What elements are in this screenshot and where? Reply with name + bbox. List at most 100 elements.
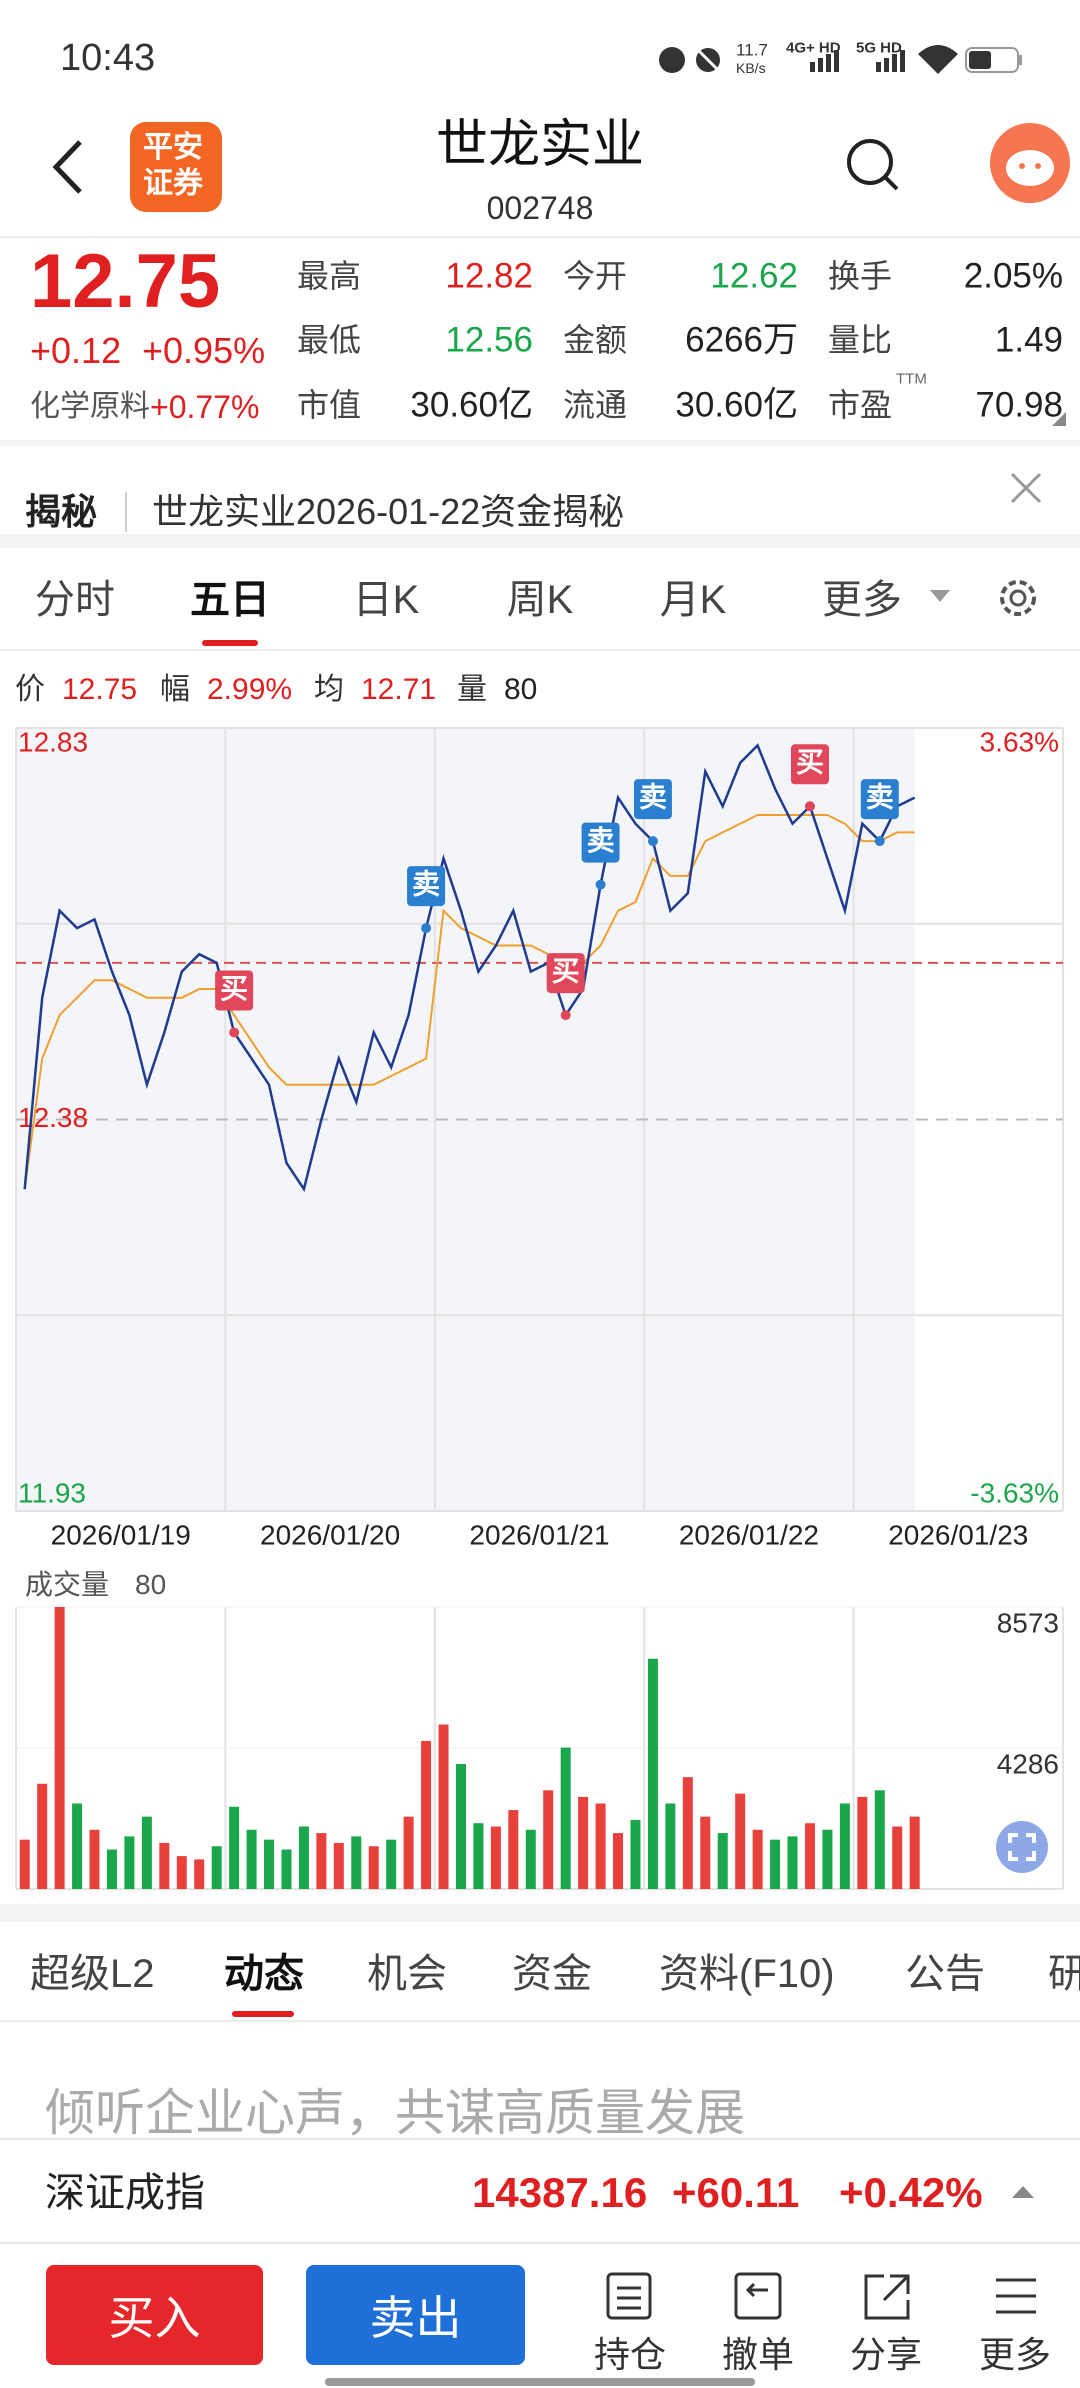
info-value: 12.71 (361, 673, 437, 706)
volume-bar (316, 1833, 327, 1889)
stat-label: 市盈 (828, 387, 893, 423)
corner-mark (1052, 412, 1066, 426)
content-tab[interactable]: 动态 (224, 1952, 304, 1996)
sim1: 4G+ HD (786, 39, 841, 57)
volume-bar (211, 1846, 222, 1889)
volume-bar (892, 1826, 903, 1889)
volume-bar (752, 1829, 763, 1889)
volume-bar (490, 1826, 501, 1889)
signal-dot (229, 1027, 240, 1038)
content-tab[interactable]: 资料(F10) (659, 1952, 835, 1996)
sell-label[interactable]: 卖出 (369, 2292, 462, 2344)
signal-dot (647, 836, 658, 847)
signal-dot (874, 836, 885, 847)
expand-button[interactable] (996, 1821, 1048, 1873)
tool-label[interactable]: 持仓 (593, 2334, 666, 2375)
volume-bar (89, 1829, 100, 1889)
volume-tick-label: 8573 (997, 1607, 1059, 1638)
x-tick-label: 2026/01/20 (260, 1519, 400, 1550)
volume-bar (281, 1849, 292, 1889)
volume-bar (386, 1839, 397, 1889)
volume-bar (525, 1829, 536, 1889)
notice-tag: 揭秘 (25, 491, 98, 532)
volume-bar (682, 1777, 693, 1889)
info-label: 量 (457, 673, 487, 706)
separator (0, 440, 1080, 446)
info-label: 均 (314, 673, 344, 706)
content-tab[interactable]: 机会 (367, 1952, 447, 1996)
volume-bar (822, 1829, 833, 1889)
chart-tab[interactable]: 更多 (822, 578, 902, 622)
content-tab[interactable]: 资金 (512, 1952, 592, 1996)
volume-bar (124, 1836, 135, 1889)
volume-bar (787, 1836, 798, 1889)
tool-label[interactable]: 撤单 (721, 2334, 794, 2375)
content-tab[interactable]: 超级L2 (30, 1952, 155, 1996)
index-value: 14387.16 (472, 2169, 648, 2216)
broker-logo (130, 122, 222, 212)
volume-bar (543, 1790, 554, 1889)
stat-label: 市值 (297, 387, 362, 423)
sector: 化学原料 (30, 390, 150, 423)
signal-badge (407, 866, 446, 907)
volume-bar (298, 1826, 309, 1889)
notice-text[interactable]: 世龙实业2026-01-22资金揭秘 (152, 491, 625, 532)
stat-label: 流通 (563, 387, 628, 423)
x-tick-label: 2026/01/22 (679, 1519, 819, 1550)
content-tab[interactable]: 公告 (905, 1952, 985, 1996)
search-button[interactable] (847, 139, 893, 185)
expand-arrow[interactable] (1012, 2184, 1034, 2200)
chart-tab[interactable]: 日K (352, 578, 420, 622)
volume-bar (560, 1747, 571, 1889)
sector-pct: +0.77% (150, 389, 260, 425)
signal-label: 买 (220, 973, 248, 1004)
volume-bar (141, 1816, 152, 1889)
sim2: 5G HD (856, 39, 902, 57)
info-label: 价 (15, 673, 45, 706)
stat-label: 量比 (828, 322, 893, 358)
volume-bar (804, 1823, 815, 1889)
close-notice[interactable] (1008, 470, 1044, 506)
buy-button[interactable] (46, 2265, 263, 2365)
volume-bar (229, 1806, 240, 1889)
x-tick-label: 2026/01/23 (888, 1519, 1028, 1550)
chart-tab[interactable]: 月K (659, 578, 727, 622)
index-name: 深证成指 (45, 2171, 205, 2215)
sell-button[interactable] (306, 2265, 525, 2365)
tool-label[interactable]: 更多 (978, 2334, 1051, 2375)
stat-value: 12.82 (445, 256, 533, 296)
volume-bar (37, 1783, 48, 1889)
volume-bar (735, 1793, 746, 1889)
content-tab[interactable]: 研 (1048, 1952, 1080, 1996)
divider (0, 649, 1080, 651)
volume-bar (351, 1836, 362, 1889)
chart-tab[interactable]: 周K (506, 578, 574, 622)
chart-tab[interactable]: 分时 (35, 578, 115, 622)
net-speed: 11.7 (736, 40, 768, 60)
signal-label: 卖 (412, 868, 440, 899)
chart-tab[interactable]: 五日 (190, 578, 270, 622)
stat-value: 1.49 (994, 320, 1063, 360)
volume-bar (839, 1803, 850, 1889)
signal-badge (860, 779, 899, 820)
tool-label[interactable]: 分享 (849, 2334, 922, 2375)
back-button[interactable] (52, 140, 82, 194)
stat-value: 2.05% (963, 256, 1063, 296)
buy-label[interactable]: 买入 (108, 2292, 201, 2344)
volume-bar (508, 1810, 519, 1889)
signal-dot (421, 923, 432, 934)
stat-label: 今开 (563, 258, 628, 294)
separator (0, 534, 1080, 548)
volume-value: 80 (135, 1569, 167, 1600)
volume-bar (874, 1790, 885, 1889)
y2-tick-label: 3.63% (980, 726, 1059, 757)
volume-bar (421, 1740, 432, 1889)
volume-bar (264, 1839, 275, 1889)
stat-value: 30.60亿 (675, 385, 798, 425)
y2-tick-label: -3.63% (970, 1477, 1059, 1508)
info-value: 2.99% (207, 673, 293, 706)
price-line (23, 743, 916, 1193)
volume-bar (857, 1796, 868, 1889)
signal-dot (560, 1010, 571, 1021)
settings-button[interactable] (994, 574, 1042, 622)
